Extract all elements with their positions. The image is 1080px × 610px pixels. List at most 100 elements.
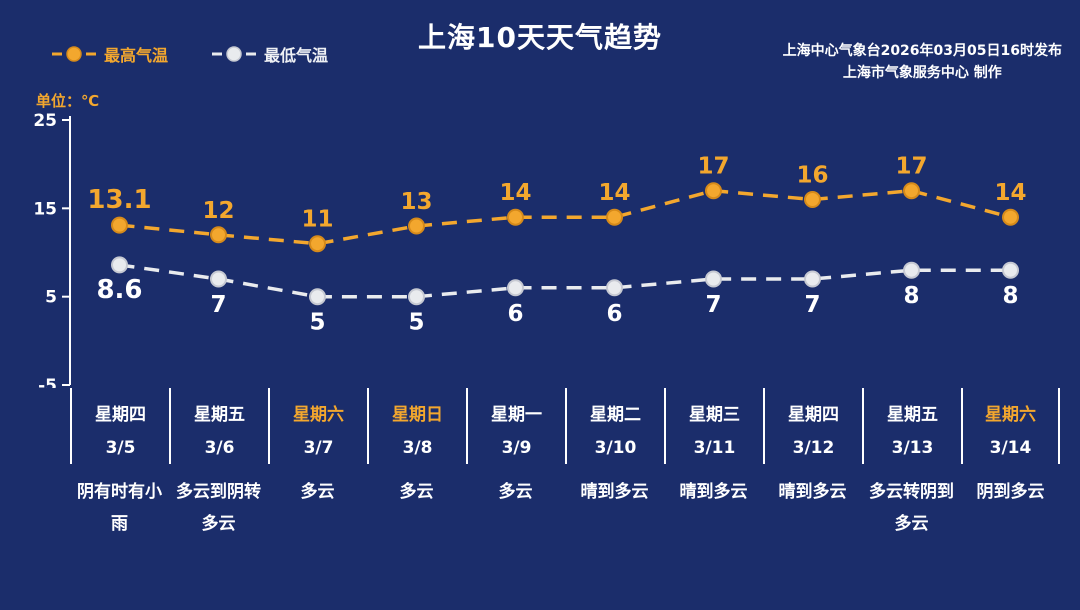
issuer-line-2: 上海市气象服务中心 制作 (842, 65, 1002, 82)
high-temp-point (309, 235, 326, 253)
high-temp-point (606, 208, 623, 226)
high-temp-value: 17 (895, 154, 927, 180)
y-axis-tick-label: 25 (33, 111, 57, 131)
low-temp-value: 7 (804, 292, 820, 318)
low-temp-point (408, 288, 425, 306)
temperature-trend-chart: 25 15 5 -5 13.1 12 11 13 14 14 17 16 17 14 8.6 7 5 5 6 6 7 7 8… (33, 111, 1026, 388)
date-label: 3/5 (105, 437, 136, 458)
weather-label: 多云 (399, 482, 434, 502)
page-title: 上海10天天气趋势 (418, 21, 662, 54)
day-head: 星期日 3/8 (367, 388, 466, 464)
low-temp-point (705, 270, 722, 288)
weather-label: 阴有时有小雨 (77, 482, 162, 535)
weekday-label: 星期四 (788, 405, 839, 426)
low-temp-point (111, 256, 128, 274)
low-temp-value: 6 (606, 301, 622, 327)
day-head: 星期五 3/6 (169, 388, 268, 464)
high-temp-value: 11 (301, 207, 333, 233)
low-temp-value: 7 (210, 292, 226, 318)
low-temp-value: 8.6 (96, 275, 142, 305)
weekday-label: 星期五 (194, 405, 245, 426)
high-temp-point (210, 226, 227, 244)
weather-label: 多云 (300, 482, 335, 502)
high-temp-legend-icon (52, 46, 96, 62)
date-label: 3/8 (402, 437, 433, 458)
weather-label: 晴到多云 (778, 482, 847, 502)
day-column: 星期四 3/12 晴到多云 (763, 388, 862, 541)
low-temp-value: 8 (1002, 283, 1018, 309)
unit-label: 单位：℃ (36, 92, 100, 110)
date-label: 3/12 (792, 437, 835, 458)
low-temp-point (606, 279, 623, 297)
high-temp-point (1002, 208, 1019, 226)
high-temp-value: 13 (400, 189, 432, 215)
day-head: 星期六 3/14 (961, 388, 1060, 464)
weekday-label: 星期一 (491, 405, 542, 426)
day-column: 星期三 3/11 晴到多云 (664, 388, 763, 541)
day-head: 星期二 3/10 (565, 388, 664, 464)
high-temp-line (119, 188, 1011, 246)
high-temp-value: 14 (499, 180, 531, 206)
weekday-label: 星期五 (887, 405, 938, 426)
weather-label: 多云 (498, 482, 533, 502)
y-axis-tick-label: 15 (33, 199, 57, 219)
low-temp-line (119, 263, 1011, 299)
legend-item-high: 最高气温 (52, 42, 168, 66)
legend-item-low: 最低气温 (212, 42, 328, 66)
day-column: 星期四 3/5 阴有时有小雨 (70, 388, 169, 541)
day-column: 星期五 3/13 多云转阴到多云 (862, 388, 961, 541)
low-temp-value: 6 (507, 301, 523, 327)
low-temp-value: 8 (903, 283, 919, 309)
day-column: 星期五 3/6 多云到阴转多云 (169, 388, 268, 541)
weather-label: 晴到多云 (679, 482, 748, 502)
weekday-label: 星期六 (985, 405, 1036, 426)
day-head: 星期四 3/12 (763, 388, 862, 464)
low-temp-point (507, 279, 524, 297)
day-column: 星期日 3/8 多云 (367, 388, 466, 541)
high-temp-point (111, 216, 128, 234)
high-temp-point (507, 208, 524, 226)
issuer-line-1: 上海中心气象台2026年03月05日16时发布 (782, 43, 1062, 59)
high-temp-value: 14 (598, 180, 630, 206)
low-temp-point (210, 270, 227, 288)
low-temp-point (804, 270, 821, 288)
high-temp-value: 16 (796, 163, 828, 189)
weekday-label: 星期四 (95, 405, 146, 426)
low-temp-point (903, 261, 920, 279)
day-column: 星期一 3/9 多云 (466, 388, 565, 541)
date-label: 3/10 (594, 437, 637, 458)
high-temp-value: 14 (994, 180, 1026, 206)
high-temp-point (705, 182, 722, 200)
high-temp-point (408, 217, 425, 235)
y-axis-tick-label: -5 (38, 376, 57, 388)
high-temp-value: 13.1 (87, 185, 151, 215)
chart-legend: 最高气温 最低气温 (52, 42, 328, 66)
low-temp-legend-label: 最低气温 (264, 46, 329, 65)
low-temp-point (1002, 261, 1019, 279)
day-head: 星期五 3/13 (862, 388, 961, 464)
issuer-credits: 上海中心气象台2026年03月05日16时发布 上海市气象服务中心 制作 (783, 40, 1062, 85)
y-axis-tick-label: 5 (45, 288, 57, 308)
day-head: 星期六 3/7 (268, 388, 367, 464)
weekday-label: 星期三 (689, 405, 740, 426)
date-label: 3/13 (891, 437, 934, 458)
high-temp-value: 17 (697, 154, 729, 180)
daily-forecast-table: 星期四 3/5 阴有时有小雨 星期五 3/6 多云到阴转多云 星期六 3/7 多云 星期日 3/8 多… (70, 388, 1060, 541)
day-column: 星期六 3/7 多云 (268, 388, 367, 541)
date-label: 3/14 (989, 437, 1032, 458)
day-column: 星期二 3/10 晴到多云 (565, 388, 664, 541)
low-temp-point (309, 288, 326, 306)
low-temp-value: 5 (408, 310, 424, 336)
low-temp-value: 7 (705, 292, 721, 318)
weather-label: 多云到阴转多云 (176, 482, 261, 535)
weekday-label: 星期六 (293, 405, 344, 426)
day-head: 星期一 3/9 (466, 388, 565, 464)
low-temp-value: 5 (309, 310, 325, 336)
day-column: 星期六 3/14 阴到多云 (961, 388, 1060, 541)
date-label: 3/11 (693, 437, 736, 458)
day-head: 星期三 3/11 (664, 388, 763, 464)
low-temp-legend-icon (212, 46, 257, 62)
date-label: 3/7 (303, 437, 334, 458)
high-temp-point (804, 191, 821, 208)
